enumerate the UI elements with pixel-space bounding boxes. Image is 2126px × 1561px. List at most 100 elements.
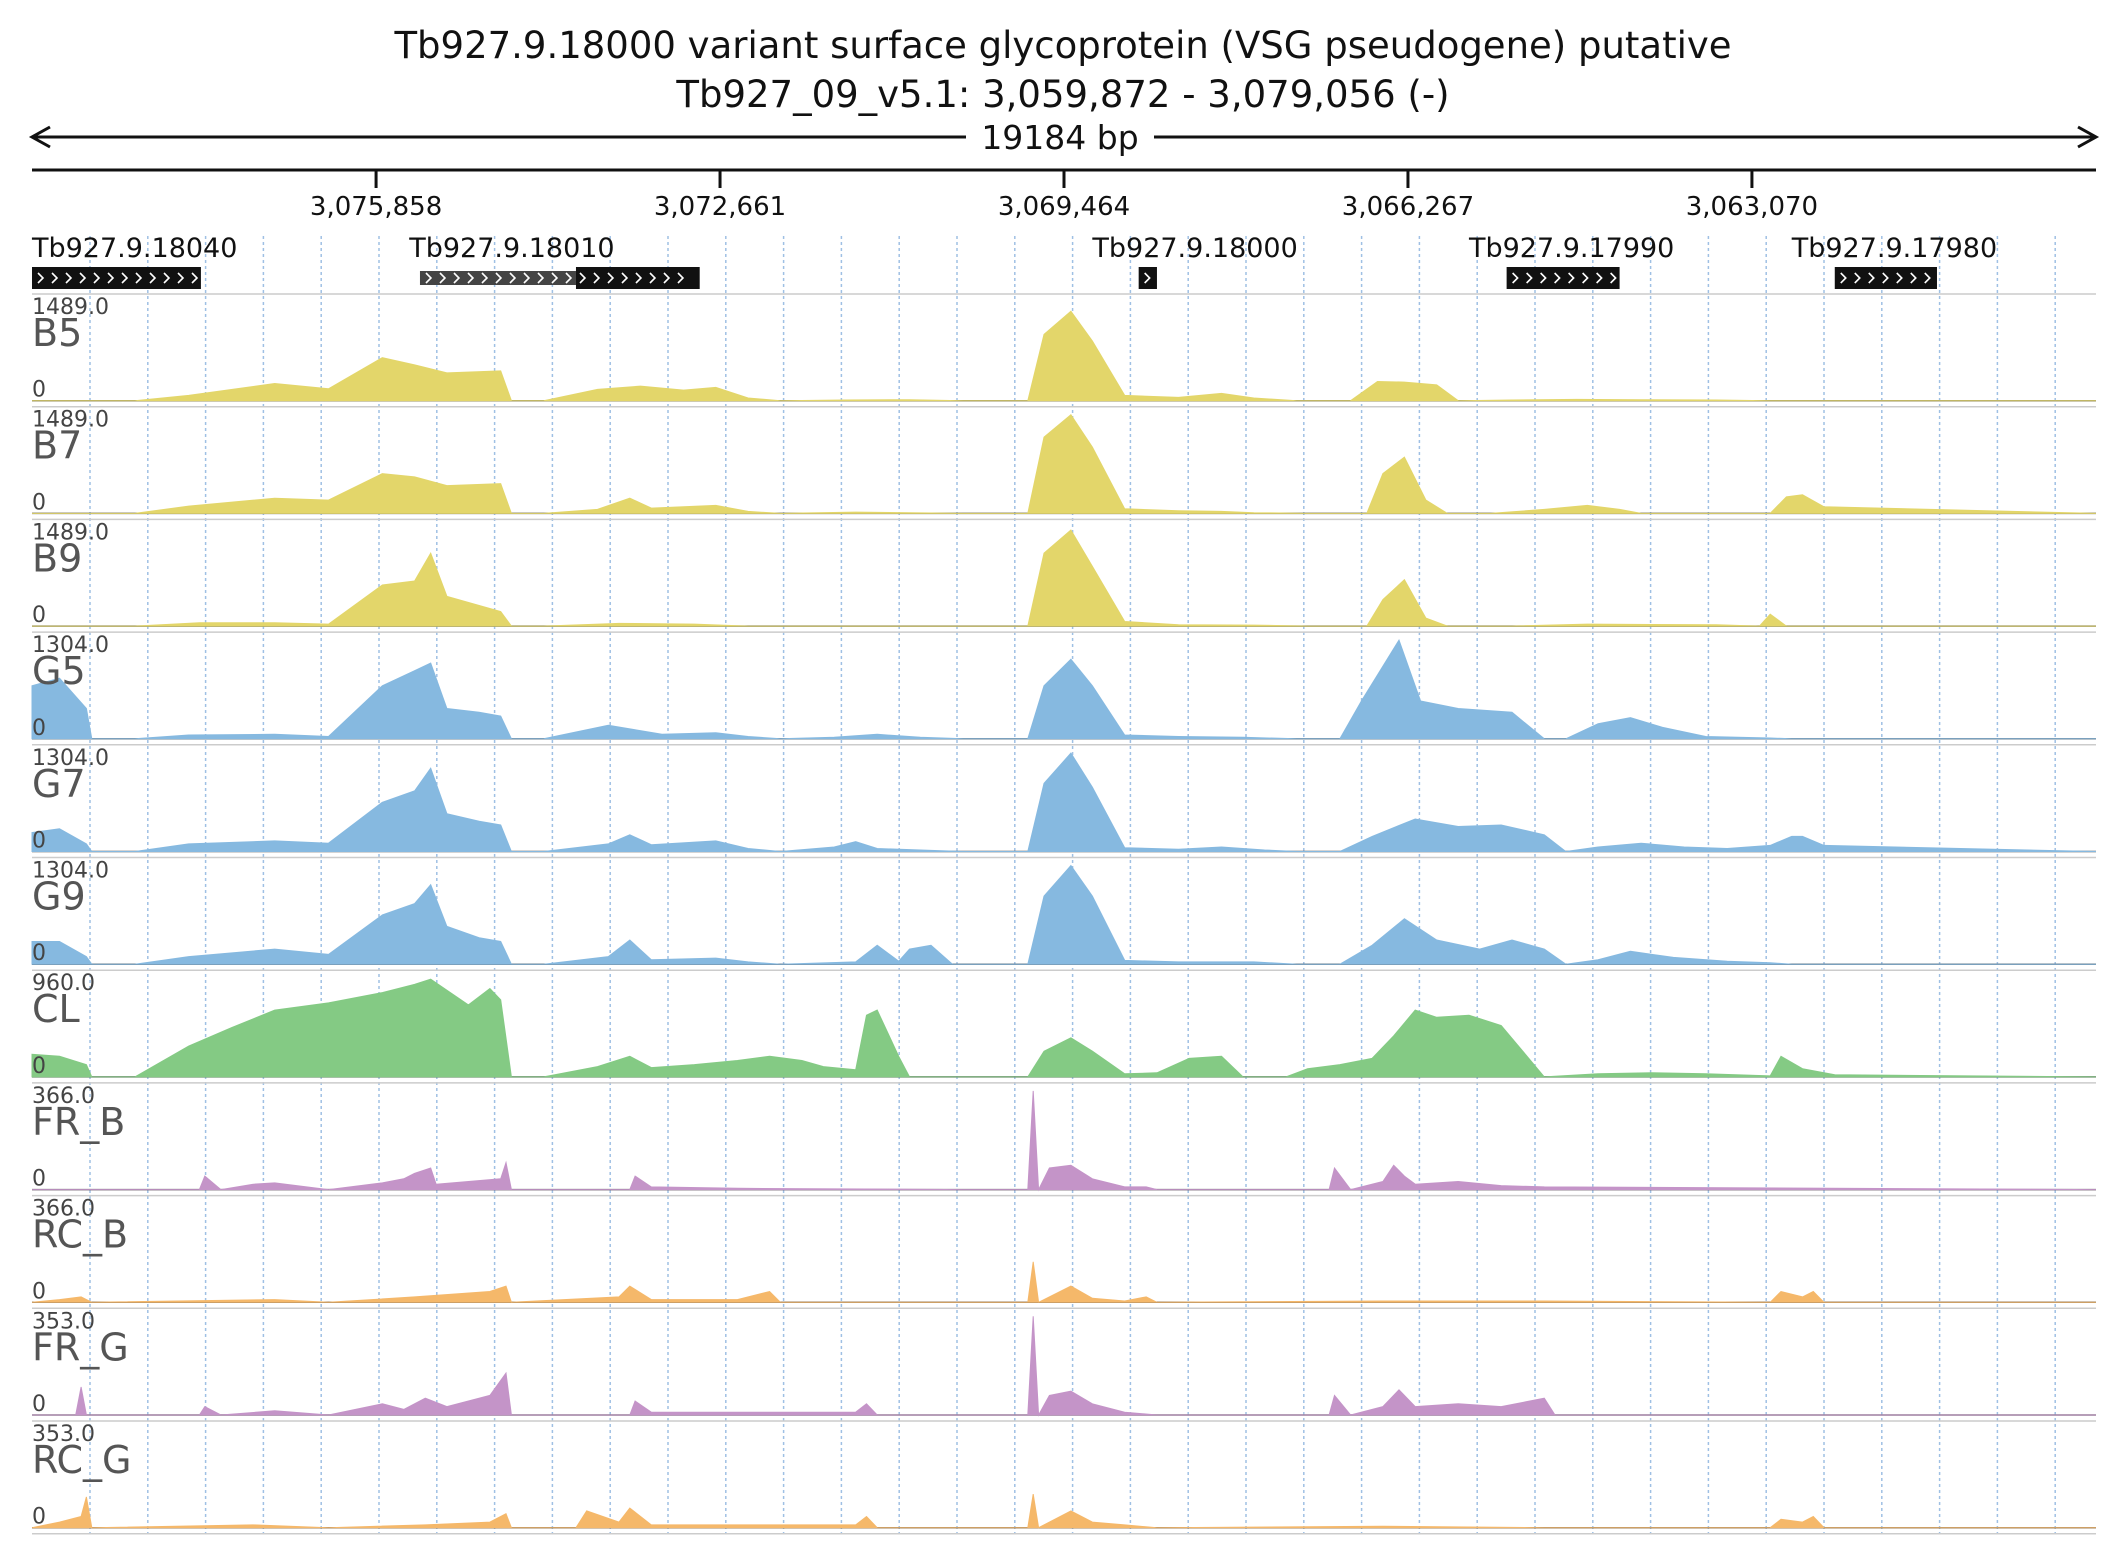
track-max-label: 1304.0 — [32, 859, 109, 884]
strand-arrow-icon — [1596, 272, 1603, 284]
coverage-area — [32, 413, 2097, 514]
grid-lines — [89, 236, 2056, 1534]
track-min-label: 0 — [32, 603, 46, 628]
strand-arrow-icon — [149, 272, 157, 284]
strand-arrow-icon — [1840, 272, 1847, 284]
track-name-label: G7 — [32, 762, 86, 806]
strand-arrow-icon — [523, 272, 531, 284]
track-max-label: 366.0 — [32, 1197, 95, 1222]
strand-arrow-icon — [663, 272, 671, 284]
chart-title: Tb927.9.18000 variant surface glycoprote… — [393, 24, 1731, 67]
coverage-area — [31, 864, 2096, 965]
track-name-label: B7 — [32, 424, 82, 468]
strand-arrow-icon — [425, 272, 433, 284]
strand-arrow-icon — [1582, 272, 1589, 284]
tick-label: 3,072,661 — [654, 192, 786, 222]
track-name-label: B5 — [32, 311, 82, 355]
strand-arrow-icon — [537, 272, 545, 284]
coverage-area — [32, 1316, 2096, 1417]
gene-cds-box[interactable] — [575, 267, 700, 289]
strand-arrow-icon — [51, 272, 59, 284]
gene-cds-box[interactable] — [32, 267, 201, 289]
strand-arrow-icon — [1610, 272, 1617, 284]
gene-label[interactable]: Tb927.9.18010 — [408, 233, 614, 264]
strand-arrow-icon — [163, 272, 171, 284]
track-name-label: B9 — [32, 536, 82, 580]
track-max-label: 1489.0 — [32, 408, 109, 433]
gene-cds-box[interactable] — [1506, 267, 1620, 289]
tick-label: 3,063,070 — [1686, 192, 1818, 222]
strand-arrow-icon — [649, 272, 657, 284]
coverage-area — [32, 310, 2096, 402]
strand-arrow-icon — [439, 272, 447, 284]
coverage-area — [31, 978, 2097, 1078]
strand-arrow-icon — [621, 272, 629, 284]
strand-arrow-icon — [453, 272, 461, 284]
track-RC_G: 353.0RC_G 0 — [31, 1420, 2096, 1530]
strand-arrow-icon — [191, 272, 199, 284]
strand-arrow-icon — [1896, 272, 1903, 284]
strand-arrow-icon — [467, 272, 475, 284]
strand-arrow-icon — [177, 272, 185, 284]
strand-arrow-icon — [79, 272, 87, 284]
gene-label[interactable]: Tb927.9.18040 — [31, 233, 237, 264]
strand-arrow-icon — [1512, 272, 1519, 284]
track-max-label: 1304.0 — [32, 633, 109, 658]
track-B9: 1489.0B9 0 — [32, 518, 2096, 628]
track-min-label: 0 — [32, 829, 46, 854]
strand-arrow-icon — [565, 272, 573, 284]
gene-cds-box[interactable] — [1834, 267, 1937, 289]
track-name-label: G5 — [32, 649, 86, 693]
track-FR_B: 366.0FR_B 0 — [32, 1082, 2097, 1192]
track-G7: 1304.0G7 0 — [31, 744, 2097, 854]
track-G5: 1304.0G5 0 — [31, 631, 2096, 741]
strand-arrow-icon — [107, 272, 115, 284]
tick-label: 3,066,267 — [1342, 192, 1474, 222]
arrow-left-icon — [28, 125, 51, 149]
chart-subtitle-locus: Tb927_09_v5.1: 3,059,872 - 3,079,056 (-) — [675, 73, 1449, 116]
gene-label[interactable]: Tb927.9.17980 — [1791, 233, 1997, 264]
span-length-label: 19184 bp — [981, 118, 1138, 157]
strand-arrow-icon — [607, 272, 615, 284]
track-min-label: 0 — [32, 490, 46, 515]
coverage-tracks: 1489.0B501489.0B701489.0B901304.0G501304… — [31, 293, 2097, 1535]
strand-arrow-icon — [1568, 272, 1575, 284]
gene-track: Tb927.9.18040 Tb927.9.18010 Tb927.9.18000 T… — [31, 233, 1997, 289]
track-min-label: 0 — [32, 716, 46, 741]
track-CL: 960.0CL 0 — [31, 969, 2097, 1079]
gene-label[interactable]: Tb927.9.18000 — [1091, 233, 1297, 264]
track-FR_G: 353.0FR_G 0 — [32, 1307, 2096, 1417]
strand-arrow-icon — [1540, 272, 1547, 284]
span-indicator: 19184 bp — [28, 118, 2100, 157]
strand-arrow-icon — [635, 272, 643, 284]
track-name-label: CL — [32, 987, 80, 1031]
strand-arrow-icon — [551, 272, 559, 284]
strand-arrow-icon — [93, 272, 101, 284]
coverage-area — [31, 752, 2097, 853]
gene-label[interactable]: Tb927.9.17990 — [1468, 233, 1674, 264]
track-min-label: 0 — [32, 1279, 46, 1304]
gene-cds-box[interactable] — [1138, 267, 1157, 289]
arrow-right-icon — [2077, 125, 2100, 149]
track-min-label: 0 — [32, 1505, 46, 1530]
track-min-label: 0 — [32, 378, 46, 403]
strand-arrow-icon — [1924, 272, 1931, 284]
strand-arrow-icon — [37, 272, 45, 284]
gene-utr-box[interactable] — [419, 271, 576, 285]
strand-arrow-icon — [1910, 272, 1917, 284]
strand-arrow-icon — [1144, 272, 1151, 284]
track-B5: 1489.0B5 0 — [32, 293, 2096, 403]
track-max-label: 1304.0 — [32, 746, 109, 771]
track-max-label: 1489.0 — [32, 520, 109, 545]
coverage-area — [31, 1261, 2096, 1304]
track-min-label: 0 — [32, 1167, 46, 1192]
strand-arrow-icon — [135, 272, 143, 284]
strand-arrow-icon — [593, 272, 601, 284]
strand-arrow-icon — [677, 272, 685, 284]
track-name-label: RC_B — [32, 1213, 128, 1257]
strand-arrow-icon — [1554, 272, 1561, 284]
tick-label: 3,075,858 — [310, 192, 442, 222]
track-min-label: 0 — [32, 941, 46, 966]
strand-arrow-icon — [1526, 272, 1533, 284]
